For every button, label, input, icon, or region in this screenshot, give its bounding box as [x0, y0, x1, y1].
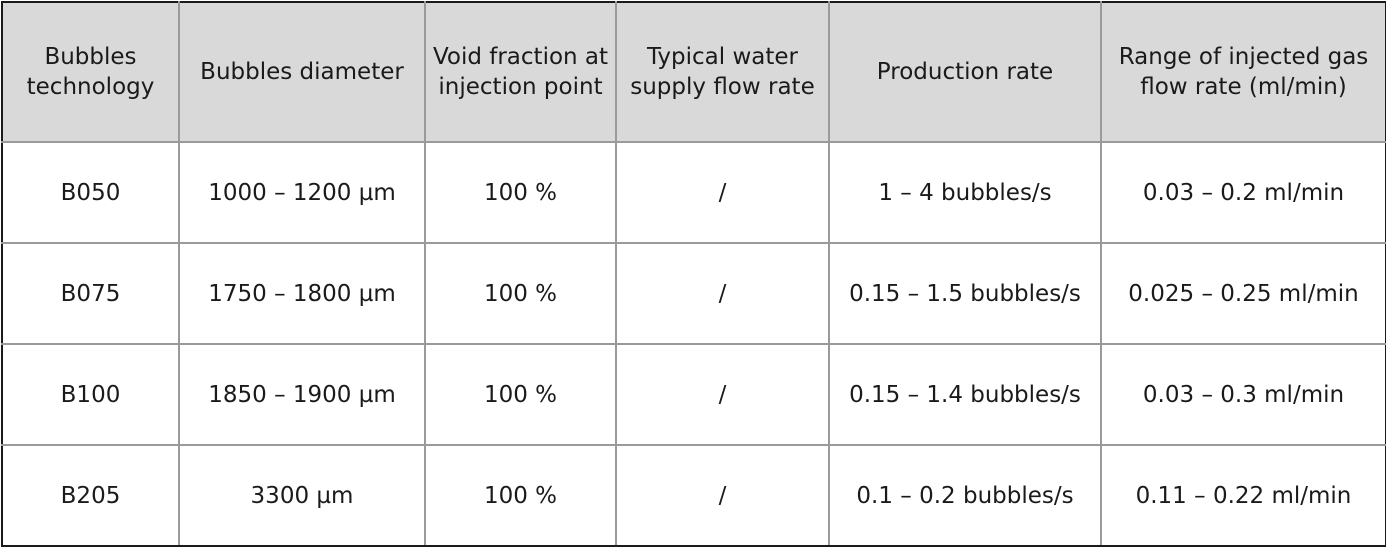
- cell-diameter: 1750 – 1800 µm: [178, 242, 426, 345]
- header-injected-gas-flow-rate: Range of injected gas flow rate (ml/min): [1100, 1, 1386, 143]
- cell-water-flow: /: [615, 444, 830, 547]
- header-row: Bubbles technology Bubbles diameter Void…: [1, 1, 1386, 143]
- cell-diameter: 1850 – 1900 µm: [178, 343, 426, 446]
- cell-gas-flow: 0.11 – 0.22 ml/min: [1100, 444, 1386, 547]
- cell-void-fraction: 100 %: [424, 242, 617, 345]
- cell-production-rate: 1 – 4 bubbles/s: [828, 141, 1102, 244]
- cell-water-flow: /: [615, 343, 830, 446]
- cell-production-rate: 0.1 – 0.2 bubbles/s: [828, 444, 1102, 547]
- cell-diameter: 1000 – 1200 µm: [178, 141, 426, 244]
- table-row: B205 3300 µm 100 % / 0.1 – 0.2 bubbles/s…: [1, 444, 1386, 547]
- cell-technology: B100: [1, 343, 180, 446]
- header-bubbles-technology: Bubbles technology: [1, 1, 180, 143]
- cell-water-flow: /: [615, 141, 830, 244]
- table-row: B050 1000 – 1200 µm 100 % / 1 – 4 bubble…: [1, 141, 1386, 244]
- cell-gas-flow: 0.03 – 0.2 ml/min: [1100, 141, 1386, 244]
- header-water-supply-flow-rate: Typical water supply flow rate: [615, 1, 830, 143]
- header-void-fraction: Void fraction at injection point: [424, 1, 617, 143]
- cell-technology: B075: [1, 242, 180, 345]
- cell-void-fraction: 100 %: [424, 343, 617, 446]
- header-bubbles-diameter: Bubbles diameter: [178, 1, 426, 143]
- table-row: B100 1850 – 1900 µm 100 % / 0.15 – 1.4 b…: [1, 343, 1386, 446]
- cell-water-flow: /: [615, 242, 830, 345]
- cell-void-fraction: 100 %: [424, 141, 617, 244]
- cell-diameter: 3300 µm: [178, 444, 426, 547]
- cell-gas-flow: 0.03 – 0.3 ml/min: [1100, 343, 1386, 446]
- table-header: Bubbles technology Bubbles diameter Void…: [1, 1, 1386, 143]
- cell-void-fraction: 100 %: [424, 444, 617, 547]
- cell-gas-flow: 0.025 – 0.25 ml/min: [1100, 242, 1386, 345]
- header-production-rate: Production rate: [828, 1, 1102, 143]
- cell-technology: B205: [1, 444, 180, 547]
- table-body: B050 1000 – 1200 µm 100 % / 1 – 4 bubble…: [1, 141, 1386, 547]
- cell-technology: B050: [1, 141, 180, 244]
- cell-production-rate: 0.15 – 1.5 bubbles/s: [828, 242, 1102, 345]
- cell-production-rate: 0.15 – 1.4 bubbles/s: [828, 343, 1102, 446]
- table-row: B075 1750 – 1800 µm 100 % / 0.15 – 1.5 b…: [1, 242, 1386, 345]
